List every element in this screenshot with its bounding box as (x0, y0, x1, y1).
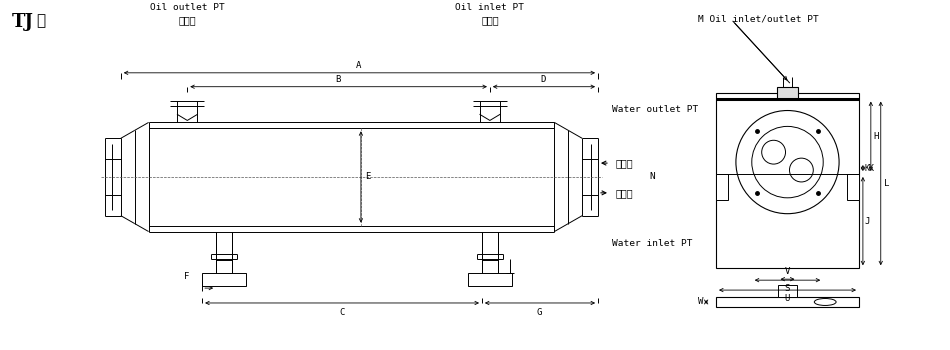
Text: 型: 型 (36, 13, 46, 28)
Bar (716, 297, 859, 307)
Text: M Oil inlet/outlet PT: M Oil inlet/outlet PT (698, 15, 819, 24)
Text: S: S (785, 284, 790, 293)
Text: 出水口: 出水口 (616, 158, 634, 168)
Bar (482, 260, 498, 273)
Text: U: U (785, 294, 790, 303)
Text: H: H (874, 132, 879, 141)
Text: Oil outlet PT: Oil outlet PT (150, 4, 225, 12)
Text: TJ: TJ (11, 13, 33, 31)
Text: V: V (785, 267, 790, 276)
Text: 入水口: 入水口 (616, 188, 634, 198)
Bar (778, 285, 797, 297)
Bar (776, 87, 798, 99)
Text: N: N (650, 173, 656, 182)
Text: A: A (356, 61, 362, 70)
Text: 油入口: 油入口 (481, 15, 499, 25)
Text: D: D (541, 75, 546, 84)
Bar (847, 174, 859, 200)
Text: F: F (183, 272, 189, 281)
Text: B: B (335, 75, 341, 84)
Bar (216, 260, 232, 273)
Text: KK: KK (864, 163, 875, 173)
Text: W: W (698, 298, 703, 307)
Text: G: G (537, 308, 542, 317)
Bar (202, 273, 246, 286)
Bar (716, 174, 728, 200)
Text: L: L (884, 179, 889, 188)
Text: Oil inlet PT: Oil inlet PT (455, 4, 524, 12)
Text: 油出口: 油出口 (179, 15, 196, 25)
Text: J: J (864, 217, 870, 226)
Bar (468, 273, 512, 286)
Text: C: C (339, 308, 345, 317)
Text: Water outlet PT: Water outlet PT (612, 105, 698, 114)
Text: Water inlet PT: Water inlet PT (612, 239, 693, 248)
Text: E: E (365, 173, 370, 182)
Bar (716, 93, 859, 268)
